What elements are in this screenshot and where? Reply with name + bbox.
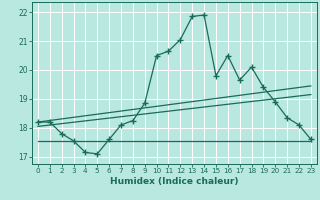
- X-axis label: Humidex (Indice chaleur): Humidex (Indice chaleur): [110, 177, 239, 186]
